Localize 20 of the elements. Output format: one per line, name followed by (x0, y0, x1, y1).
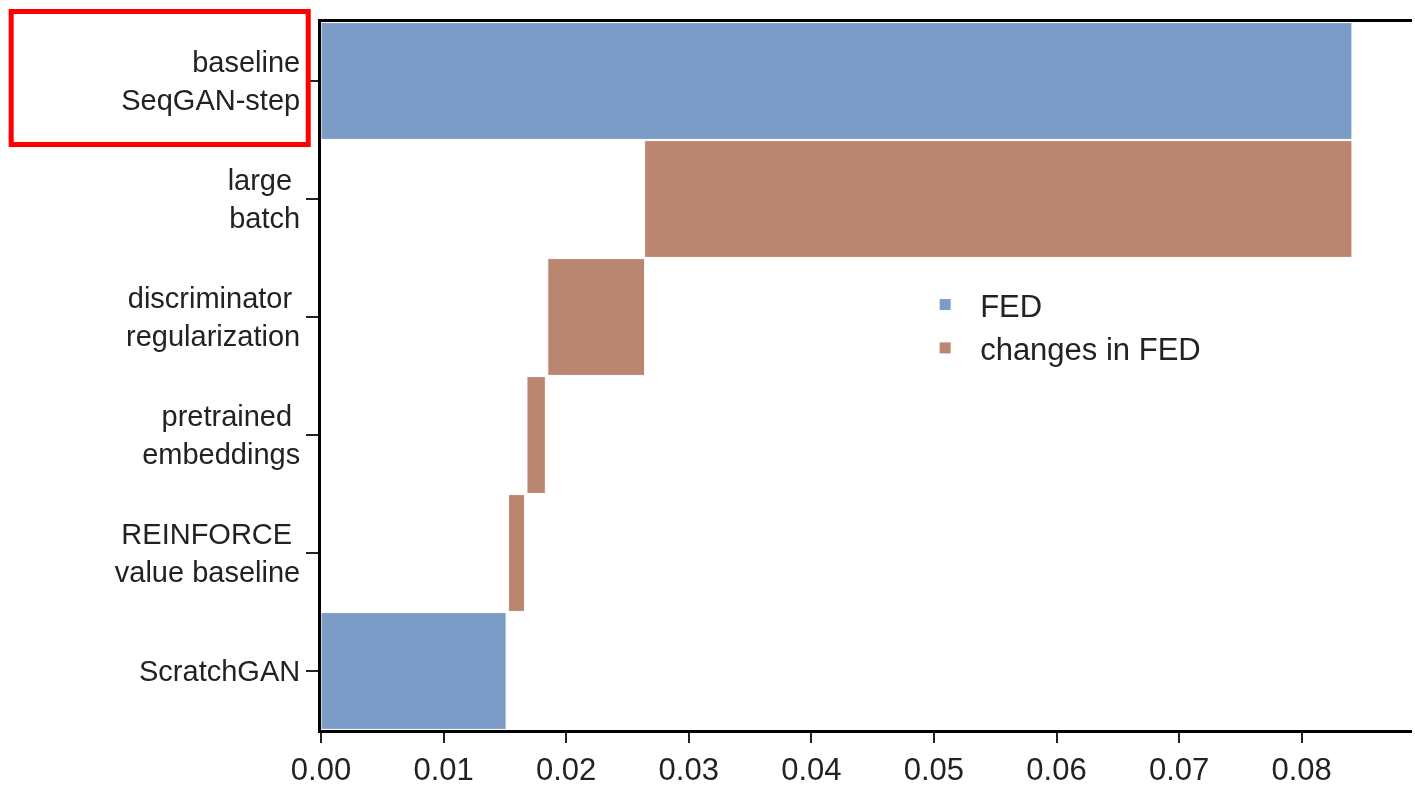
legend-label: changes in FED (980, 331, 1201, 367)
x-tick-label: 0.02 (536, 752, 597, 788)
x-tick-label: 0.04 (781, 752, 842, 788)
y-tick-label: discriminator regularization (126, 282, 301, 352)
x-tick-label: 0.01 (413, 752, 474, 788)
legend-label: FED (980, 288, 1043, 324)
x-tick-label: 0.00 (290, 752, 352, 788)
x-tick-label: 0.05 (903, 752, 965, 788)
x-tick-label: 0.03 (658, 752, 719, 788)
y-tick-label: pretrained embeddings (142, 400, 301, 470)
bar (508, 494, 525, 612)
y-tick-label: large batch (227, 164, 301, 234)
y-tick-label: ScratchGAN (139, 655, 301, 688)
y-tick-label: baseline SeqGAN-step (121, 46, 301, 116)
bar (321, 612, 507, 730)
x-tick-label: 0.06 (1026, 752, 1087, 788)
x-tick-label: 0.08 (1271, 752, 1332, 788)
bar (526, 376, 546, 494)
y-tick-label: REINFORCE value baseline (114, 518, 301, 588)
x-tick-label: 0.07 (1148, 752, 1210, 788)
